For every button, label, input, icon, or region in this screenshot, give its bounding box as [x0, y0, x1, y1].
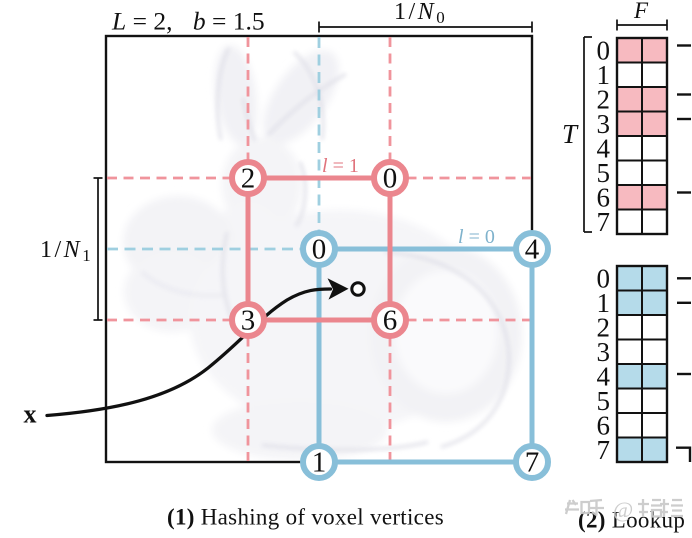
svg-text:0: 0 — [597, 263, 611, 293]
svg-text:l = 0: l = 0 — [458, 226, 495, 248]
svg-text:3: 3 — [597, 109, 611, 139]
svg-text:0: 0 — [383, 163, 398, 195]
svg-text:7: 7 — [597, 207, 611, 237]
svg-text:x: x — [24, 400, 37, 429]
svg-text:1: 1 — [312, 447, 327, 479]
svg-text:(1) Hashing of voxel vertices: (1) Hashing of voxel vertices — [167, 505, 444, 530]
svg-text:6: 6 — [597, 182, 611, 212]
svg-text:3: 3 — [241, 305, 256, 337]
svg-text:@: @ — [613, 497, 633, 522]
svg-text:1/N1: 1/N1 — [40, 237, 93, 265]
svg-text:1: 1 — [597, 60, 611, 90]
svg-text:l = 1: l = 1 — [322, 155, 359, 177]
svg-text:T: T — [562, 119, 579, 149]
svg-text:4: 4 — [597, 361, 611, 391]
svg-text:7: 7 — [525, 447, 540, 479]
svg-text:0: 0 — [312, 234, 327, 266]
svg-text:6: 6 — [383, 305, 398, 337]
svg-text:6: 6 — [597, 410, 611, 440]
svg-text:5: 5 — [597, 386, 611, 416]
svg-text:5: 5 — [597, 158, 611, 188]
svg-text:7: 7 — [597, 435, 611, 465]
svg-text:F: F — [633, 0, 649, 23]
svg-text:4: 4 — [525, 234, 540, 266]
svg-text:2: 2 — [597, 84, 611, 114]
svg-text:2: 2 — [241, 163, 256, 195]
svg-text:1: 1 — [597, 288, 611, 318]
svg-text:4: 4 — [597, 133, 611, 163]
svg-text:3: 3 — [597, 337, 611, 367]
svg-text:0: 0 — [597, 35, 611, 65]
svg-text:2: 2 — [597, 312, 611, 342]
